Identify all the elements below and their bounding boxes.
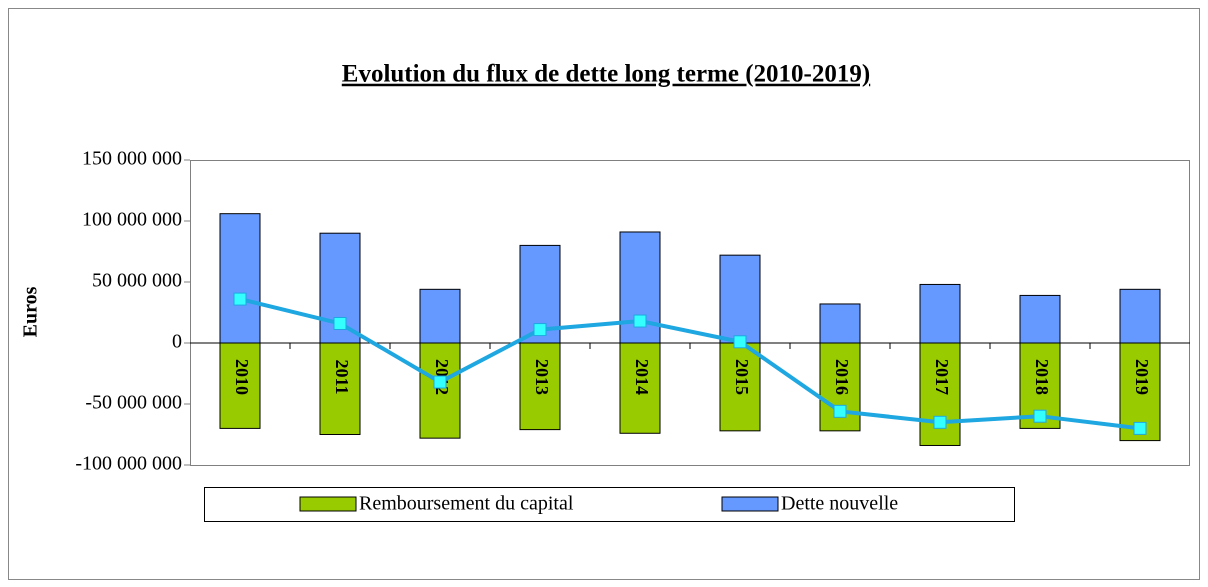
y-axis-label: Euros bbox=[20, 286, 42, 337]
line bbox=[239, 297, 1141, 431]
chart-title: Evolution du flux de dette long terme (2… bbox=[342, 61, 870, 88]
line-marker bbox=[533, 323, 547, 337]
legend-swatch bbox=[299, 496, 357, 512]
line-marker bbox=[1033, 409, 1047, 423]
x-tick-label: 2010 bbox=[232, 359, 252, 395]
line-marker bbox=[933, 415, 947, 429]
x-tick-label: 2016 bbox=[832, 359, 852, 395]
x-tick-label: 2011 bbox=[332, 359, 352, 394]
y-tick-label: -100 000 000 bbox=[75, 453, 182, 475]
legend-swatch bbox=[721, 496, 779, 512]
x-tick-label: 2013 bbox=[532, 359, 552, 395]
y-tick-label: 50 000 000 bbox=[92, 270, 182, 292]
bar bbox=[719, 254, 761, 344]
bar bbox=[419, 288, 461, 344]
x-tick-label: 2019 bbox=[1132, 359, 1152, 395]
line-marker bbox=[433, 375, 447, 389]
line-marker bbox=[233, 292, 247, 306]
x-tick-label: 2018 bbox=[1032, 359, 1052, 395]
y-tick-label: 100 000 000 bbox=[82, 209, 182, 231]
bar bbox=[619, 342, 661, 434]
x-tick-label: 2015 bbox=[732, 359, 752, 395]
line-marker bbox=[1133, 421, 1147, 435]
legend-label: Dette nouvelle bbox=[781, 493, 898, 515]
bar bbox=[1119, 288, 1161, 344]
legend-label: Remboursement du capital bbox=[359, 493, 574, 515]
bar bbox=[319, 342, 361, 435]
y-tick-label: -50 000 000 bbox=[85, 392, 182, 414]
line-marker bbox=[833, 404, 847, 418]
line-marker bbox=[633, 314, 647, 328]
x-tick-label: 2014 bbox=[632, 359, 652, 395]
x-tick-label: 2017 bbox=[932, 359, 952, 395]
line-marker bbox=[733, 335, 747, 349]
bar bbox=[419, 342, 461, 439]
y-tick-label: 150 000 000 bbox=[82, 148, 182, 170]
bar bbox=[719, 342, 761, 432]
bar bbox=[819, 303, 861, 344]
line-marker bbox=[333, 316, 347, 330]
bar bbox=[1019, 294, 1061, 344]
bar bbox=[919, 283, 961, 344]
bar bbox=[519, 342, 561, 431]
bar bbox=[219, 213, 261, 344]
y-tick-label: 0 bbox=[172, 331, 182, 353]
